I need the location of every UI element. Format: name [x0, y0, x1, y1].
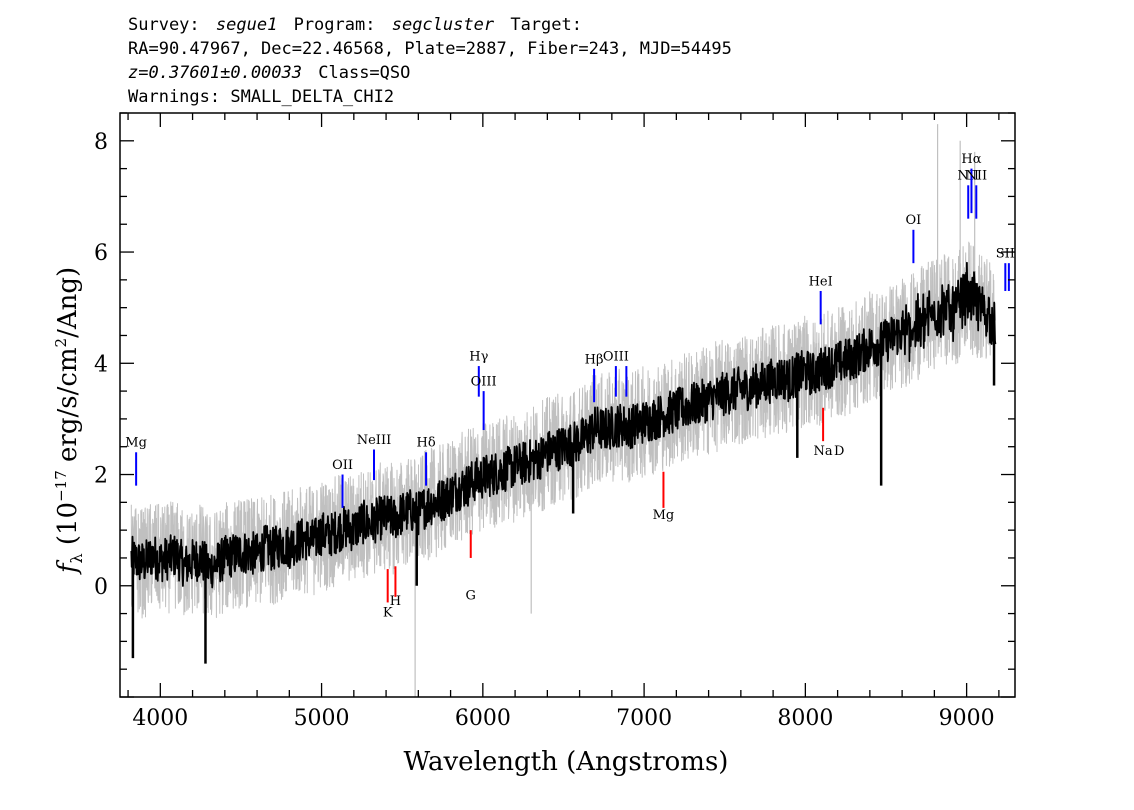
program-key: Program:	[294, 15, 376, 35]
header-line3: z=0.37601±0.00033 Class=QSO	[128, 63, 410, 83]
emission-line-label-11: NII	[957, 169, 979, 184]
absorption-line-label-0: K	[383, 605, 393, 620]
plot-frame	[119, 112, 1016, 698]
class-value: Class=QSO	[318, 63, 410, 83]
redshift-value: z=0.37601±0.00033	[128, 63, 302, 83]
absorption-line-label-3: Mg	[653, 508, 675, 523]
emission-line-label-2: NeIII	[357, 433, 391, 448]
y-tick-label-8: 8	[94, 130, 108, 155]
y-tick-label-2: 2	[94, 464, 108, 489]
x-tick-label-9000: 9000	[939, 706, 995, 731]
y-axis-title: fλ (10−17 erg/s/cm2/Ang)	[52, 267, 86, 575]
header-line2: RA=90.47967, Dec=22.46568, Plate=2887, F…	[128, 39, 732, 59]
flux-error-layer	[130, 124, 996, 697]
absorption-line-label-5: D	[834, 444, 844, 459]
y-tick-label-0: 0	[94, 575, 108, 600]
x-tick-label-6000: 6000	[455, 706, 511, 731]
x-tick-label-5000: 5000	[294, 706, 350, 731]
flux-series	[130, 261, 997, 589]
survey-name: segue1	[216, 15, 277, 35]
emission-line-label-5: OIII	[471, 375, 497, 390]
absorption-line-label-2: G	[466, 589, 476, 604]
emission-line-label-13: NII	[965, 169, 987, 184]
emission-line-label-10: OI	[906, 213, 922, 228]
absorption-line-label-1: H	[390, 594, 401, 609]
emission-line-label-6: Hβ	[585, 352, 604, 367]
x-tick-label-4000: 4000	[132, 706, 188, 731]
flux-layer	[130, 261, 997, 664]
x-tick-label-8000: 8000	[777, 706, 833, 731]
y-tick-label-4: 4	[94, 352, 108, 377]
header-line4: Warnings: SMALL_DELTA_CHI2	[128, 87, 394, 107]
emission-line-label-0: Mg	[125, 436, 147, 451]
emission-line-label-9: HeI	[809, 274, 833, 289]
absorption-line-label-4: Na	[814, 444, 833, 459]
program-name: segcluster	[392, 15, 495, 35]
y-tick-label-6: 6	[94, 241, 108, 266]
target-key: Target:	[510, 15, 582, 35]
header-line1: Survey: segue1 Program: segcluster Targe…	[128, 15, 582, 35]
emission-line-label-4: Hγ	[469, 350, 488, 365]
emission-line-label-12: Hα	[961, 152, 981, 167]
emission-line-label-3: Hδ	[416, 436, 435, 451]
emission-line-label-7: OIII	[603, 350, 629, 365]
x-axis-title: Wavelength (Angstroms)	[404, 747, 729, 777]
axes-layer: 4000 5000 6000 7000 8000 9000 0 2 4 6 8	[94, 112, 1016, 731]
emission-line-label-1: OII	[332, 458, 353, 473]
spectrum-header: Survey: segue1 Program: segcluster Targe…	[128, 15, 732, 107]
emission-line-label-14: SII	[996, 247, 1015, 262]
survey-key: Survey:	[128, 15, 200, 35]
x-tick-label-7000: 7000	[616, 706, 672, 731]
